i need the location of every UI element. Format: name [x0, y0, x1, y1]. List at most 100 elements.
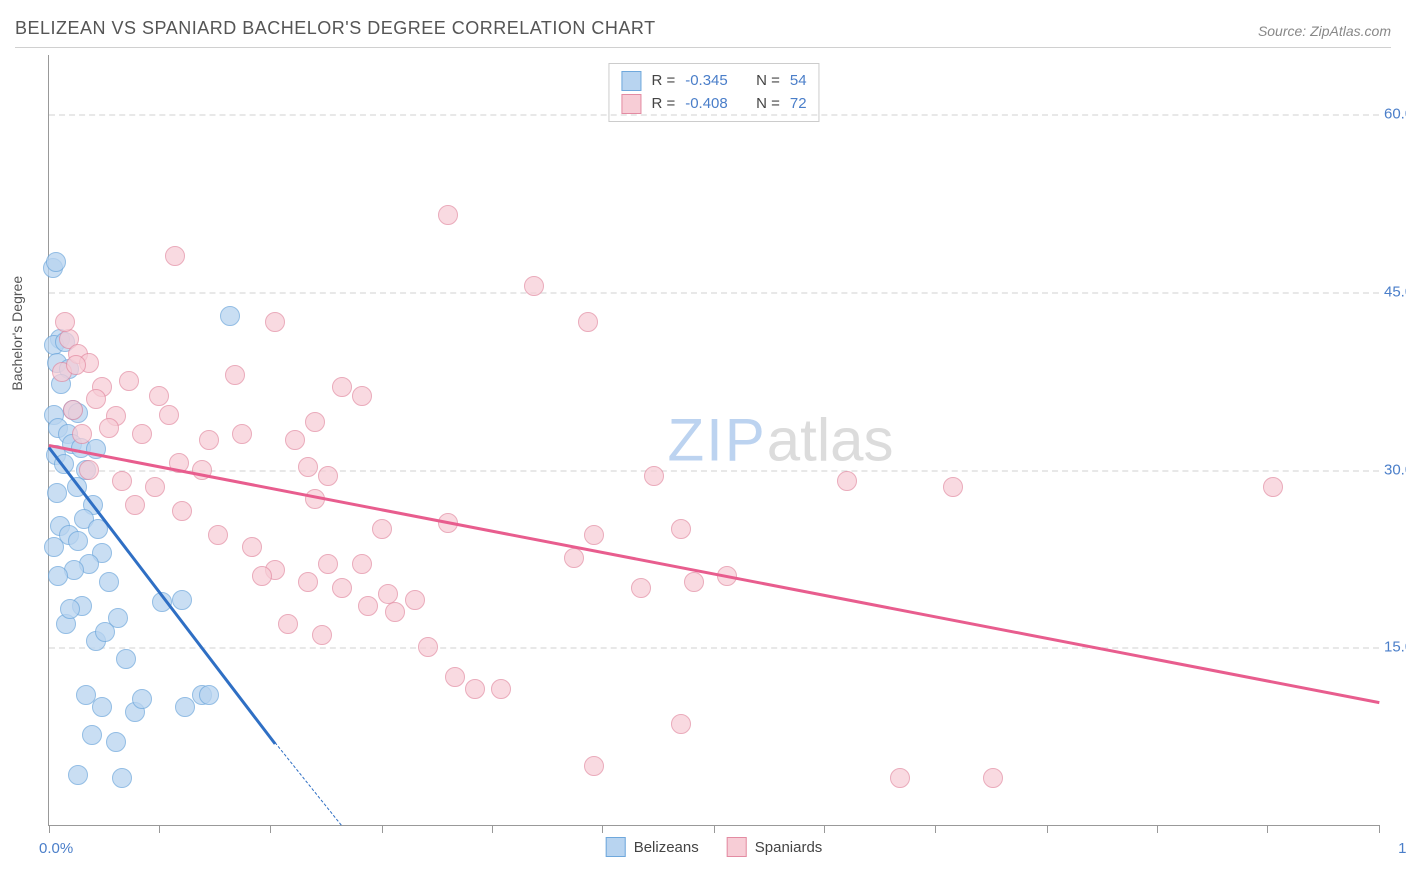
- data-point-belizeans: [68, 765, 88, 785]
- y-tick-label: 15.0%: [1384, 639, 1406, 656]
- data-point-belizeans: [68, 531, 88, 551]
- data-point-spaniards: [584, 525, 604, 545]
- x-tick: [159, 825, 160, 833]
- data-point-spaniards: [312, 625, 332, 645]
- gridline: [49, 114, 1379, 116]
- y-tick-label: 30.0%: [1384, 461, 1406, 478]
- data-point-spaniards: [242, 537, 262, 557]
- data-point-spaniards: [578, 312, 598, 332]
- data-point-spaniards: [372, 519, 392, 539]
- data-point-spaniards: [1263, 477, 1283, 497]
- data-point-spaniards: [352, 554, 372, 574]
- data-point-spaniards: [145, 477, 165, 497]
- data-point-spaniards: [352, 386, 372, 406]
- data-point-spaniards: [305, 412, 325, 432]
- data-point-spaniards: [564, 548, 584, 568]
- legend-swatch: [727, 837, 747, 857]
- data-point-spaniards: [265, 312, 285, 332]
- y-tick-label: 45.0%: [1384, 283, 1406, 300]
- legend-swatch-belizeans: [621, 71, 641, 91]
- legend-stat-row: R =-0.408 N =72: [621, 93, 806, 116]
- data-point-belizeans: [106, 732, 126, 752]
- data-point-spaniards: [318, 554, 338, 574]
- n-label: N =: [756, 93, 780, 116]
- x-tick: [1379, 825, 1380, 833]
- trendline-spaniards: [49, 444, 1379, 704]
- legend-swatch: [606, 837, 626, 857]
- data-point-spaniards: [438, 205, 458, 225]
- data-point-spaniards: [112, 471, 132, 491]
- source-label: Source: ZipAtlas.com: [1258, 23, 1391, 39]
- legend-item: Belizeans: [606, 837, 699, 857]
- data-point-spaniards: [119, 371, 139, 391]
- legend-swatch-spaniards: [621, 94, 641, 114]
- data-point-belizeans: [132, 689, 152, 709]
- data-point-spaniards: [225, 365, 245, 385]
- data-point-spaniards: [644, 466, 664, 486]
- data-point-spaniards: [584, 756, 604, 776]
- data-point-spaniards: [208, 525, 228, 545]
- x-tick: [1047, 825, 1048, 833]
- x-tick: [1267, 825, 1268, 833]
- legend-stats-box: R =-0.345 N =54R =-0.408 N =72: [608, 63, 819, 122]
- x-axis-start: 0.0%: [39, 840, 73, 857]
- data-point-spaniards: [172, 501, 192, 521]
- data-point-spaniards: [159, 405, 179, 425]
- data-point-spaniards: [72, 424, 92, 444]
- x-tick: [49, 825, 50, 833]
- data-point-spaniards: [318, 466, 338, 486]
- trendline-belizeans: [275, 742, 342, 826]
- gridline: [49, 292, 1379, 294]
- data-point-spaniards: [298, 572, 318, 592]
- data-point-spaniards: [285, 430, 305, 450]
- data-point-spaniards: [55, 312, 75, 332]
- data-point-spaniards: [684, 572, 704, 592]
- legend-label: Belizeans: [634, 839, 699, 856]
- data-point-belizeans: [60, 599, 80, 619]
- r-value: -0.345: [685, 70, 728, 93]
- y-tick-label: 60.0%: [1384, 106, 1406, 123]
- data-point-spaniards: [358, 596, 378, 616]
- y-axis-label: Bachelor's Degree: [9, 276, 25, 391]
- data-point-belizeans: [172, 590, 192, 610]
- data-point-belizeans: [44, 537, 64, 557]
- data-point-belizeans: [220, 306, 240, 326]
- data-point-spaniards: [418, 637, 438, 657]
- data-point-belizeans: [116, 649, 136, 669]
- legend-stat-row: R =-0.345 N =54: [621, 70, 806, 93]
- data-point-spaniards: [86, 389, 106, 409]
- data-point-spaniards: [983, 768, 1003, 788]
- x-axis-end: 100.0%: [1398, 840, 1406, 857]
- legend-item: Spaniards: [727, 837, 823, 857]
- x-tick: [492, 825, 493, 833]
- data-point-spaniards: [405, 590, 425, 610]
- data-point-spaniards: [298, 457, 318, 477]
- x-tick: [935, 825, 936, 833]
- data-point-belizeans: [92, 697, 112, 717]
- data-point-spaniards: [66, 355, 86, 375]
- n-label: N =: [756, 70, 780, 93]
- data-point-belizeans: [48, 566, 68, 586]
- data-point-spaniards: [524, 276, 544, 296]
- watermark: ZIPatlas: [667, 406, 893, 475]
- gridline: [49, 470, 1379, 472]
- data-point-belizeans: [47, 483, 67, 503]
- data-point-spaniards: [199, 430, 219, 450]
- data-point-spaniards: [165, 246, 185, 266]
- data-point-belizeans: [112, 768, 132, 788]
- data-point-spaniards: [232, 424, 252, 444]
- data-point-spaniards: [149, 386, 169, 406]
- data-point-belizeans: [199, 685, 219, 705]
- data-point-spaniards: [278, 614, 298, 634]
- x-tick: [824, 825, 825, 833]
- data-point-spaniards: [491, 679, 511, 699]
- chart-title: BELIZEAN VS SPANIARD BACHELOR'S DEGREE C…: [15, 18, 656, 39]
- r-label: R =: [651, 70, 675, 93]
- r-value: -0.408: [685, 93, 728, 116]
- data-point-belizeans: [46, 252, 66, 272]
- x-tick: [270, 825, 271, 833]
- data-point-spaniards: [671, 519, 691, 539]
- data-point-spaniards: [465, 679, 485, 699]
- x-tick: [602, 825, 603, 833]
- n-value: 72: [790, 93, 807, 116]
